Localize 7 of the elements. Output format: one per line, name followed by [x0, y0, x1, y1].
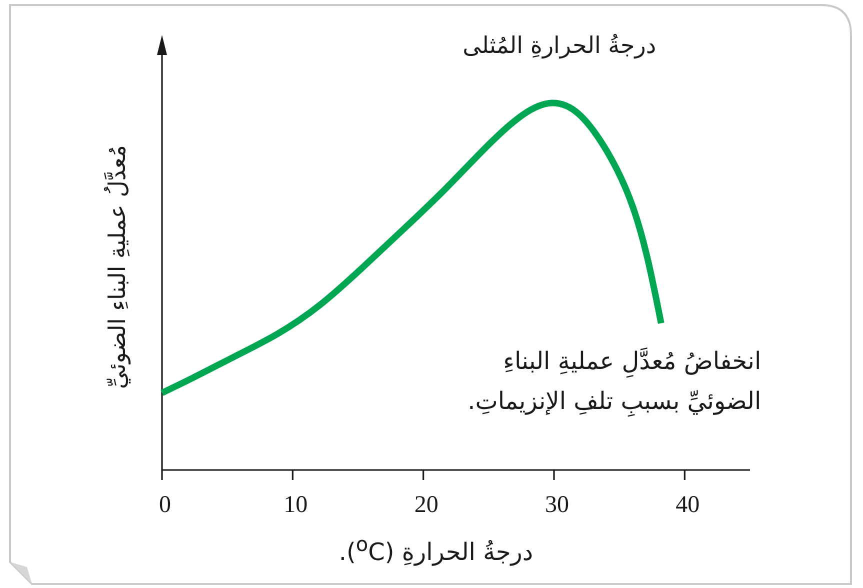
x-tick-label: 30 — [545, 492, 569, 519]
x-tick-label: 20 — [414, 492, 438, 519]
x-tick-label: 40 — [676, 492, 700, 519]
annotation: درجةُ الحرارةِ المُثلى — [462, 33, 656, 59]
x-tick-label: 10 — [284, 492, 308, 519]
ylabel: مُعدَّلُ عمليةِ البناءِ الضوئيِّ — [105, 145, 131, 389]
x-tick-label: 0 — [159, 492, 171, 519]
